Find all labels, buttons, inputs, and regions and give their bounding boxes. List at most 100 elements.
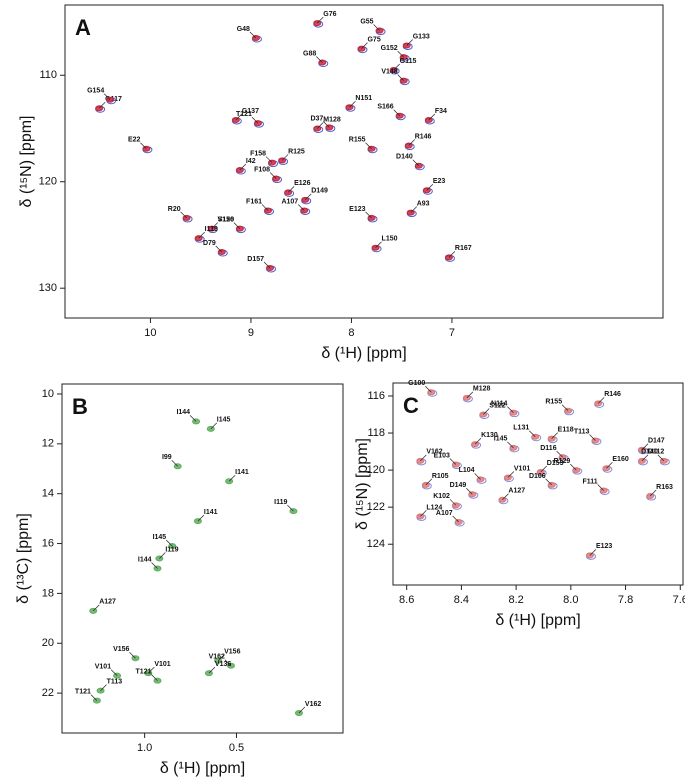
leader-line <box>210 422 218 430</box>
leader-line <box>165 539 173 547</box>
leader-line <box>649 489 657 497</box>
peak-label: V136 <box>215 661 231 668</box>
peak-label: F158 <box>250 150 266 157</box>
leader-line <box>217 654 225 661</box>
leader-line <box>540 465 547 473</box>
peak-label: I145 <box>153 534 167 541</box>
x-tick-label: 8.2 <box>508 594 523 606</box>
leader-line <box>507 471 515 478</box>
x-axis-label: δ (¹H) [ppm] <box>321 345 406 362</box>
leader-line <box>606 462 613 469</box>
peak-label: T113 <box>574 428 590 435</box>
x-axis-label: δ (¹H) [ppm] <box>495 612 580 629</box>
peak-label: D112 <box>648 449 664 456</box>
x-tick-label: 7.8 <box>618 594 633 606</box>
plot-frame <box>64 4 664 319</box>
leader-line <box>425 478 433 486</box>
leader-line <box>556 450 563 458</box>
y-tick-label: 14 <box>42 488 54 500</box>
peak-label: G76 <box>323 11 336 18</box>
leader-line <box>410 206 417 213</box>
x-tick-label: 0.5 <box>229 742 244 754</box>
leader-line <box>140 142 147 149</box>
leader-line <box>281 154 289 161</box>
leader-line <box>397 74 404 81</box>
leader-line <box>373 24 380 31</box>
x-tick-label: 9 <box>248 327 254 339</box>
peak-label: F111 <box>582 478 597 485</box>
leader-line <box>235 113 243 121</box>
y-tick-label: 130 <box>39 282 57 294</box>
leader-line <box>474 437 482 445</box>
peak-label: E118 <box>558 426 574 433</box>
leader-line <box>452 515 459 523</box>
plot-frame <box>61 383 344 734</box>
peak-label: V156 <box>224 649 240 656</box>
leader-line <box>483 408 490 415</box>
leader-line <box>189 415 197 422</box>
leader-line <box>375 241 382 248</box>
peak-label: D116 <box>540 445 556 452</box>
y-axis-label: δ (¹³C) [ppm] <box>15 513 32 604</box>
peak-label: L124 <box>426 504 442 511</box>
leader-line <box>208 666 216 674</box>
peak-label: L104 <box>459 467 475 474</box>
peak-label: V162 <box>426 449 442 456</box>
peak-label: T121 <box>136 668 152 675</box>
leader-line <box>551 432 558 439</box>
peak-label: K130 <box>481 432 498 439</box>
peak-label: E22 <box>128 137 141 144</box>
peak-label: G48 <box>237 26 250 33</box>
leader-line <box>425 386 432 393</box>
peak-label: D149 <box>450 482 467 489</box>
leader-line <box>224 659 232 666</box>
peak-label: G115 <box>400 58 417 65</box>
leader-line <box>597 397 605 404</box>
x-tick-label: 1.0 <box>137 742 152 754</box>
leader-line <box>197 514 205 522</box>
x-tick-label: 8 <box>348 327 354 339</box>
peak-label: G133 <box>413 33 430 40</box>
peak-label: G154 <box>87 88 104 95</box>
leader-line <box>151 674 158 681</box>
peak-label: D153 <box>547 460 564 467</box>
peak-label: R20 <box>168 206 181 213</box>
leader-line <box>269 172 277 179</box>
leader-line <box>507 441 514 449</box>
peak-label: R163 <box>656 484 673 491</box>
leader-line <box>316 56 323 63</box>
peak-label: N114 <box>491 400 507 407</box>
leader-line <box>657 454 665 462</box>
y-tick-label: 110 <box>39 69 57 81</box>
leader-line <box>261 204 269 211</box>
peak-label: A127 <box>99 599 116 606</box>
peak-label: N151 <box>355 95 372 102</box>
leader-line <box>317 16 324 24</box>
peak-label: G88 <box>303 50 316 57</box>
leader-line <box>507 406 514 413</box>
leader-line <box>211 222 218 229</box>
peak-label: V162 <box>305 701 321 708</box>
peak-label: G100 <box>408 380 425 387</box>
peak-label: I99 <box>162 454 172 461</box>
peak-label: R146 <box>604 391 621 398</box>
leader-line <box>228 474 236 482</box>
leader-line <box>297 204 305 211</box>
peak-label: R129 <box>554 458 571 465</box>
peak-label: S122 <box>489 402 505 409</box>
leader-line <box>251 116 259 124</box>
peak-label: V156 <box>218 216 234 223</box>
y-tick-label: 120 <box>39 176 57 188</box>
leader-line <box>249 31 257 39</box>
leader-line <box>597 484 604 491</box>
leader-line <box>180 211 187 219</box>
peak-label: I42 <box>246 158 256 165</box>
peak <box>289 508 298 515</box>
panel-title: B <box>72 394 88 419</box>
peak-label: I145 <box>217 417 231 424</box>
peak-label: R125 <box>288 148 305 155</box>
y-axis-label: δ (¹⁵N) [ppm] <box>354 438 371 530</box>
peak-label: R167 <box>455 245 472 252</box>
peak-label: E123 <box>596 543 612 550</box>
peak-label: I141 <box>204 509 218 516</box>
